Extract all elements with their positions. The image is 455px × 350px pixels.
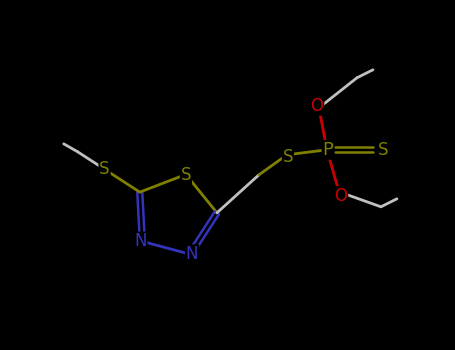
Text: N: N: [134, 232, 147, 251]
Text: O: O: [334, 187, 348, 205]
Text: O: O: [310, 97, 324, 115]
Text: S: S: [99, 160, 110, 178]
Text: P: P: [323, 141, 334, 159]
Text: S: S: [181, 167, 191, 184]
Text: S: S: [283, 148, 293, 166]
Text: N: N: [186, 245, 198, 263]
Text: S: S: [378, 141, 388, 159]
